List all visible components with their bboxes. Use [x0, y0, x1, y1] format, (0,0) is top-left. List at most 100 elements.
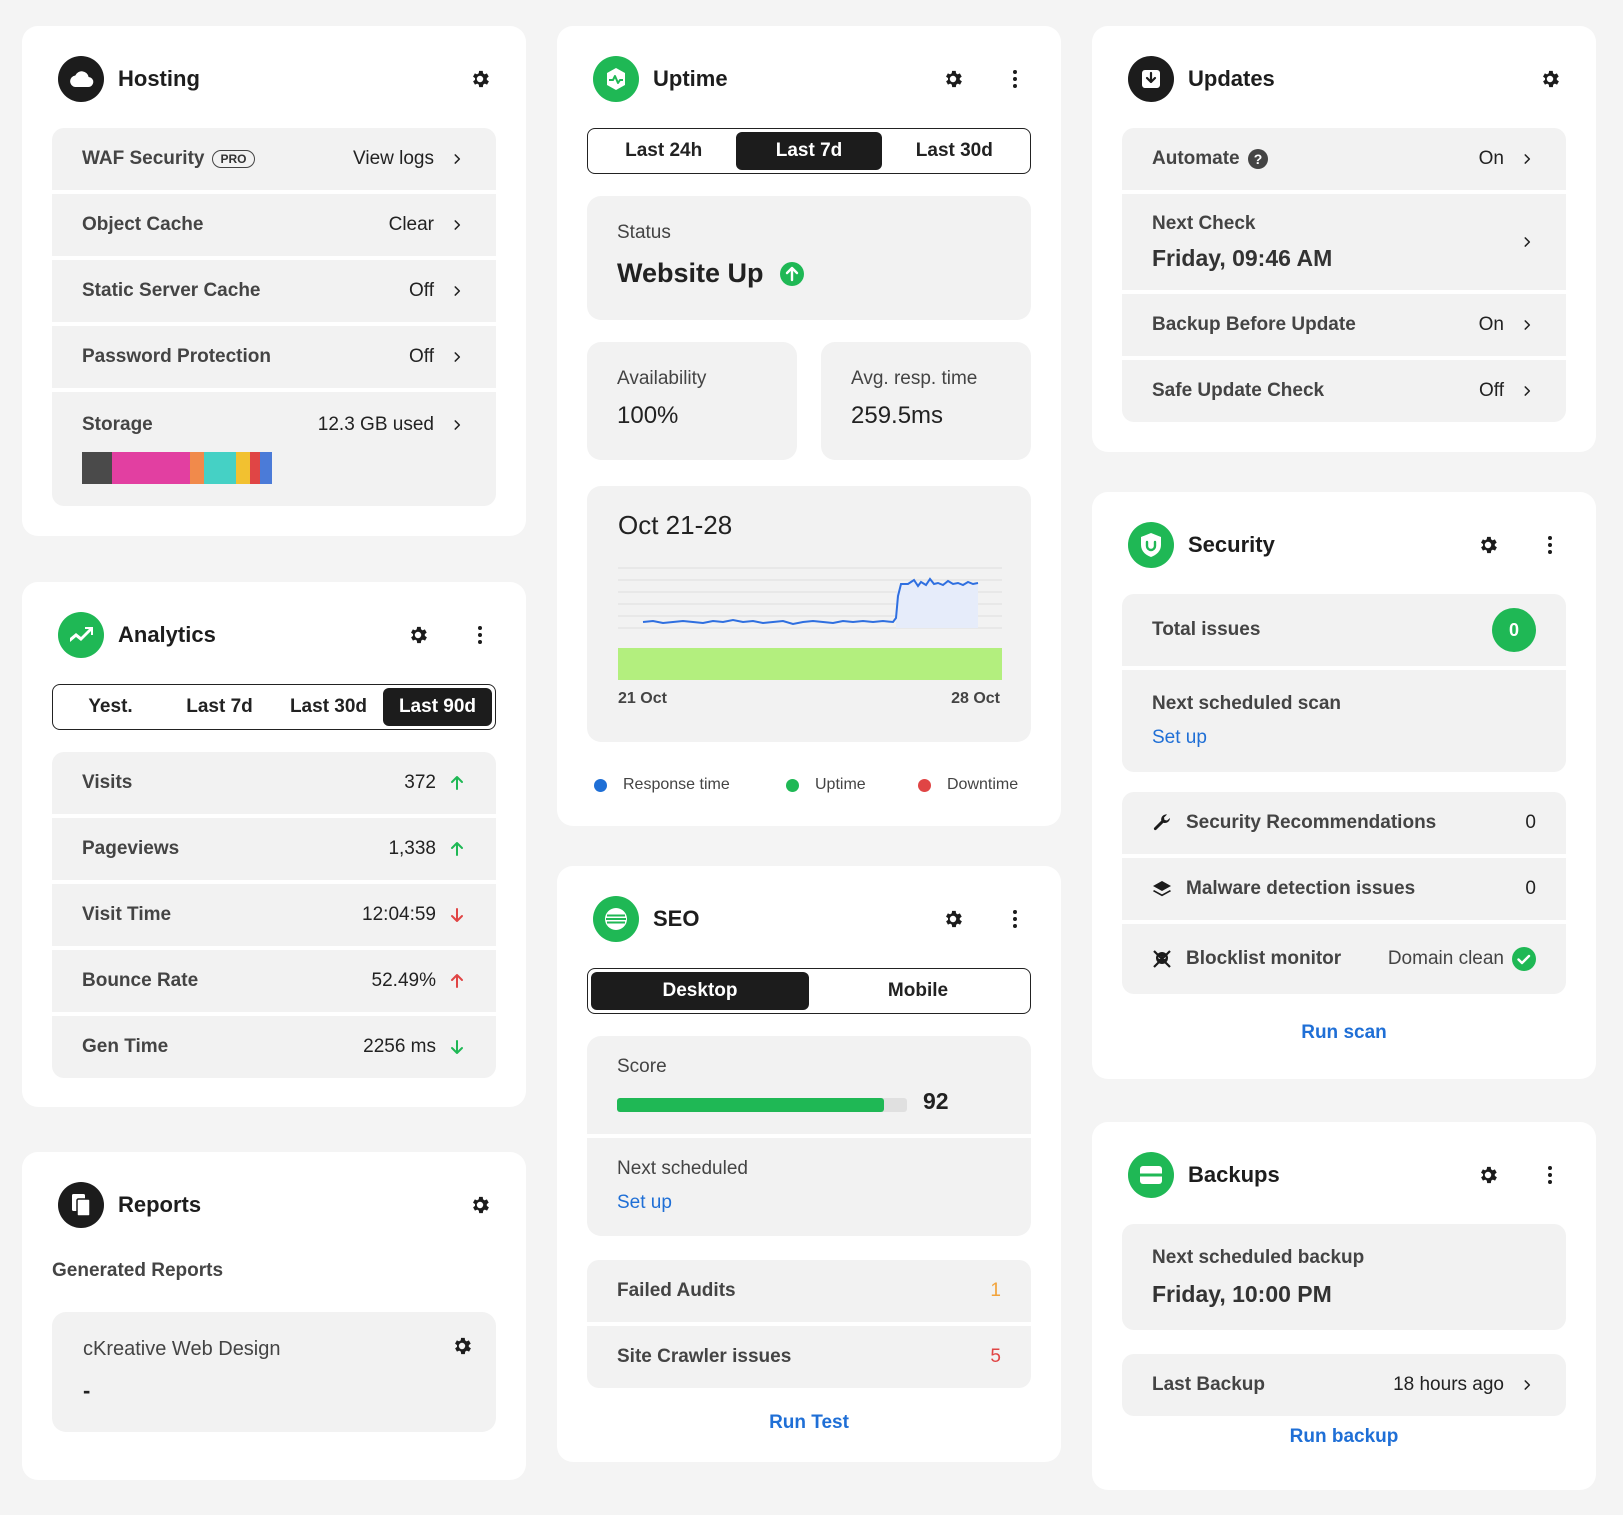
- seo-next-scheduled-panel: Next scheduled Set up: [587, 1138, 1031, 1236]
- download-icon: [1128, 56, 1174, 102]
- tab-last-24h[interactable]: Last 24h: [625, 140, 703, 161]
- tab-desktop[interactable]: Desktop: [591, 972, 809, 1010]
- waf-security-row[interactable]: WAF Security PRO View logs: [52, 128, 496, 190]
- password-protection-value: Off: [409, 346, 434, 367]
- tab-last-7d[interactable]: Last 7d: [736, 132, 882, 170]
- gear-icon[interactable]: [464, 63, 496, 95]
- gear-icon[interactable]: [1472, 529, 1504, 561]
- security-recommendations-value: 0: [1525, 812, 1536, 833]
- svg-text:?: ?: [1253, 151, 1262, 167]
- tab-last-30d[interactable]: Last 30d: [915, 140, 993, 161]
- password-protection-row[interactable]: Password Protection Off: [52, 326, 496, 388]
- report-item[interactable]: cKreative Web Design -: [52, 1312, 496, 1432]
- chevron-right-icon: [448, 348, 466, 366]
- automate-value: On: [1478, 148, 1504, 169]
- malware-detection-row[interactable]: Malware detection issues 0: [1122, 858, 1566, 920]
- seo-device-tabs: Desktop Mobile: [587, 968, 1031, 1014]
- gear-icon[interactable]: [937, 903, 969, 935]
- uptime-chart-box: Oct 21-28 21 Oct 28 Oct: [587, 486, 1031, 742]
- hosting-card: Hosting WAF Security PRO View logs Objec…: [22, 26, 526, 536]
- bounce-rate-row[interactable]: Bounce Rate 52.49%: [52, 950, 496, 1012]
- security-checks: Security Recommendations 0 Malware detec…: [1122, 792, 1566, 994]
- total-issues-row[interactable]: Total issues 0: [1122, 594, 1566, 666]
- analytics-range-tabs: Yest. Last 7d Last 30d Last 90d: [52, 684, 496, 730]
- uptime-card: Uptime Last 24h Last 7d Last 30d Status …: [557, 26, 1061, 826]
- pageviews-row[interactable]: Pageviews 1,338: [52, 818, 496, 880]
- scan-setup-link[interactable]: Set up: [1152, 727, 1207, 748]
- skull-icon: [1152, 949, 1172, 969]
- waf-security-label: WAF Security: [82, 148, 205, 169]
- blocklist-monitor-row[interactable]: Blocklist monitor Domain clean: [1122, 924, 1566, 994]
- chevron-right-icon: [448, 282, 466, 300]
- gen-time-row[interactable]: Gen Time 2256 ms: [52, 1016, 496, 1078]
- gear-icon[interactable]: [1472, 1159, 1504, 1191]
- chart-x-start: 21 Oct: [618, 690, 667, 707]
- wrench-icon: [1152, 813, 1172, 833]
- arrow-down-icon: [448, 1038, 466, 1056]
- static-server-cache-value: Off: [409, 280, 434, 301]
- arrow-up-circle-icon: [779, 261, 804, 286]
- failed-audits-row[interactable]: Failed Audits 1: [587, 1260, 1031, 1322]
- next-check-row[interactable]: Next Check Friday, 09:46 AM: [1122, 194, 1566, 290]
- hosting-title: Hosting: [118, 66, 200, 91]
- more-vertical-icon[interactable]: [1534, 1159, 1566, 1191]
- next-scheduled-scan-label: Next scheduled scan: [1152, 693, 1342, 714]
- more-vertical-icon[interactable]: [999, 63, 1031, 95]
- more-vertical-icon[interactable]: [464, 619, 496, 651]
- more-vertical-icon[interactable]: [1534, 529, 1566, 561]
- status-value: Website Up: [617, 258, 764, 288]
- updates-title: Updates: [1188, 66, 1275, 91]
- analytics-card: Analytics Yest. Last 7d Last 30d Last 90…: [22, 582, 526, 1107]
- help-icon[interactable]: ?: [1247, 149, 1268, 169]
- more-vertical-icon[interactable]: [999, 903, 1031, 935]
- response-time-value: 259.5ms: [851, 402, 944, 429]
- storage-label: Storage: [82, 414, 153, 435]
- safe-update-check-row[interactable]: Safe Update Check Off: [1122, 360, 1566, 422]
- report-gear-icon[interactable]: [446, 1330, 478, 1362]
- score-value: 92: [923, 1088, 949, 1114]
- next-check-value: Friday, 09:46 AM: [1152, 244, 1333, 271]
- pro-badge: PRO: [212, 150, 255, 168]
- storage-row[interactable]: Storage 12.3 GB used: [52, 392, 496, 506]
- analytics-title: Analytics: [118, 622, 216, 647]
- seo-title: SEO: [653, 906, 700, 931]
- run-test-button[interactable]: Run Test: [769, 1412, 849, 1433]
- static-server-cache-row[interactable]: Static Server Cache Off: [52, 260, 496, 322]
- safe-update-check-value: Off: [1479, 380, 1504, 401]
- visit-time-row[interactable]: Visit Time 12:04:59: [52, 884, 496, 946]
- last-backup-row[interactable]: Last Backup 18 hours ago: [1122, 1354, 1566, 1416]
- tab-mobile[interactable]: Mobile: [887, 980, 949, 1001]
- gear-icon[interactable]: [402, 619, 434, 651]
- layers-icon: [1152, 879, 1172, 899]
- tab-last-7d[interactable]: Last 7d: [186, 696, 253, 717]
- arrow-up-icon: [448, 774, 466, 792]
- backup-before-update-row[interactable]: Backup Before Update On: [1122, 294, 1566, 356]
- seo-header: SEO: [593, 896, 1031, 942]
- score-panel: Score 92: [587, 1036, 1031, 1134]
- run-scan-button[interactable]: Run scan: [1301, 1022, 1387, 1043]
- run-backup-button[interactable]: Run backup: [1289, 1426, 1399, 1447]
- security-recommendations-row[interactable]: Security Recommendations 0: [1122, 792, 1566, 854]
- legend-dot: [918, 778, 931, 792]
- site-crawler-row[interactable]: Site Crawler issues 5: [587, 1326, 1031, 1388]
- tab-last-90d[interactable]: Last 90d: [383, 688, 492, 726]
- gear-icon[interactable]: [464, 1189, 496, 1221]
- static-server-cache-label: Static Server Cache: [82, 280, 261, 301]
- generated-reports-heading: Generated Reports: [52, 1260, 224, 1281]
- security-summary: Total issues 0 Next scheduled scan Set u…: [1122, 594, 1566, 772]
- uptime-title: Uptime: [653, 66, 728, 91]
- gear-icon[interactable]: [1534, 63, 1566, 95]
- visit-time-value: 12:04:59: [362, 904, 436, 925]
- gear-icon[interactable]: [937, 63, 969, 95]
- seo-setup-link[interactable]: Set up: [617, 1192, 672, 1213]
- tab-last-30d[interactable]: Last 30d: [289, 696, 368, 717]
- availability-box: Availability 100%: [587, 342, 797, 460]
- hosting-rows: WAF Security PRO View logs Object Cache …: [52, 128, 496, 506]
- object-cache-row[interactable]: Object Cache Clear: [52, 194, 496, 256]
- automate-row[interactable]: Automate ? On: [1122, 128, 1566, 190]
- uptime-header: Uptime: [593, 56, 1031, 102]
- view-logs-link[interactable]: View logs: [353, 148, 434, 169]
- visits-row[interactable]: Visits 372: [52, 752, 496, 814]
- blocklist-monitor-value: Domain clean: [1387, 948, 1504, 969]
- tab-yest[interactable]: Yest.: [88, 696, 133, 717]
